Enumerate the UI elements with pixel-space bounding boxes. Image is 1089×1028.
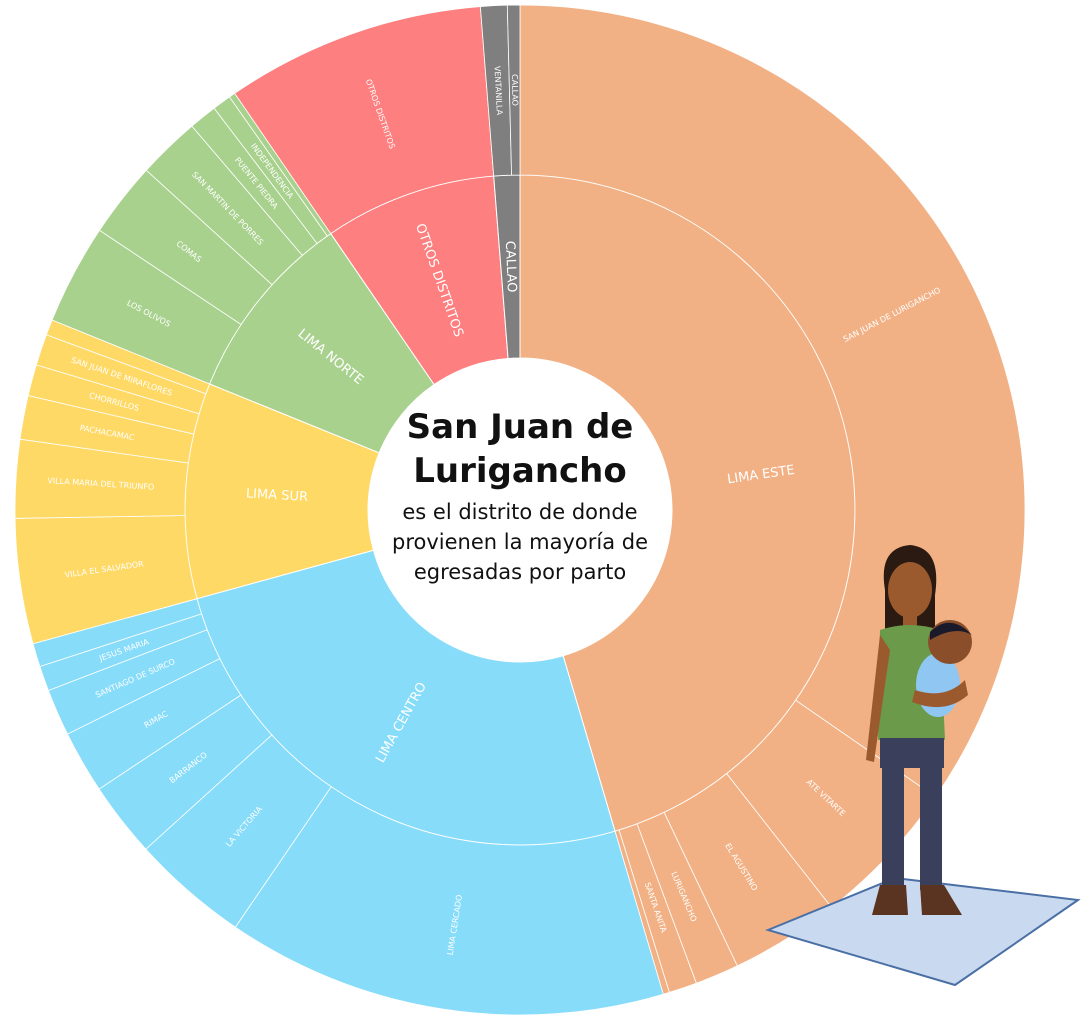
segment-label: CALLAO	[510, 74, 519, 106]
center-subtitle: es el distrito de donde provienen la may…	[370, 497, 670, 587]
leg	[882, 765, 904, 890]
hips	[880, 738, 944, 768]
leg	[920, 765, 942, 890]
center-text: San Juan de Lurigancho es el distrito de…	[370, 405, 670, 587]
center-title: San Juan de Lurigancho	[370, 405, 670, 493]
face	[888, 562, 932, 618]
page: {"chart_data": {"type": "sunburst", "tit…	[0, 0, 1089, 1028]
segment-label: CALLAO	[502, 241, 519, 293]
